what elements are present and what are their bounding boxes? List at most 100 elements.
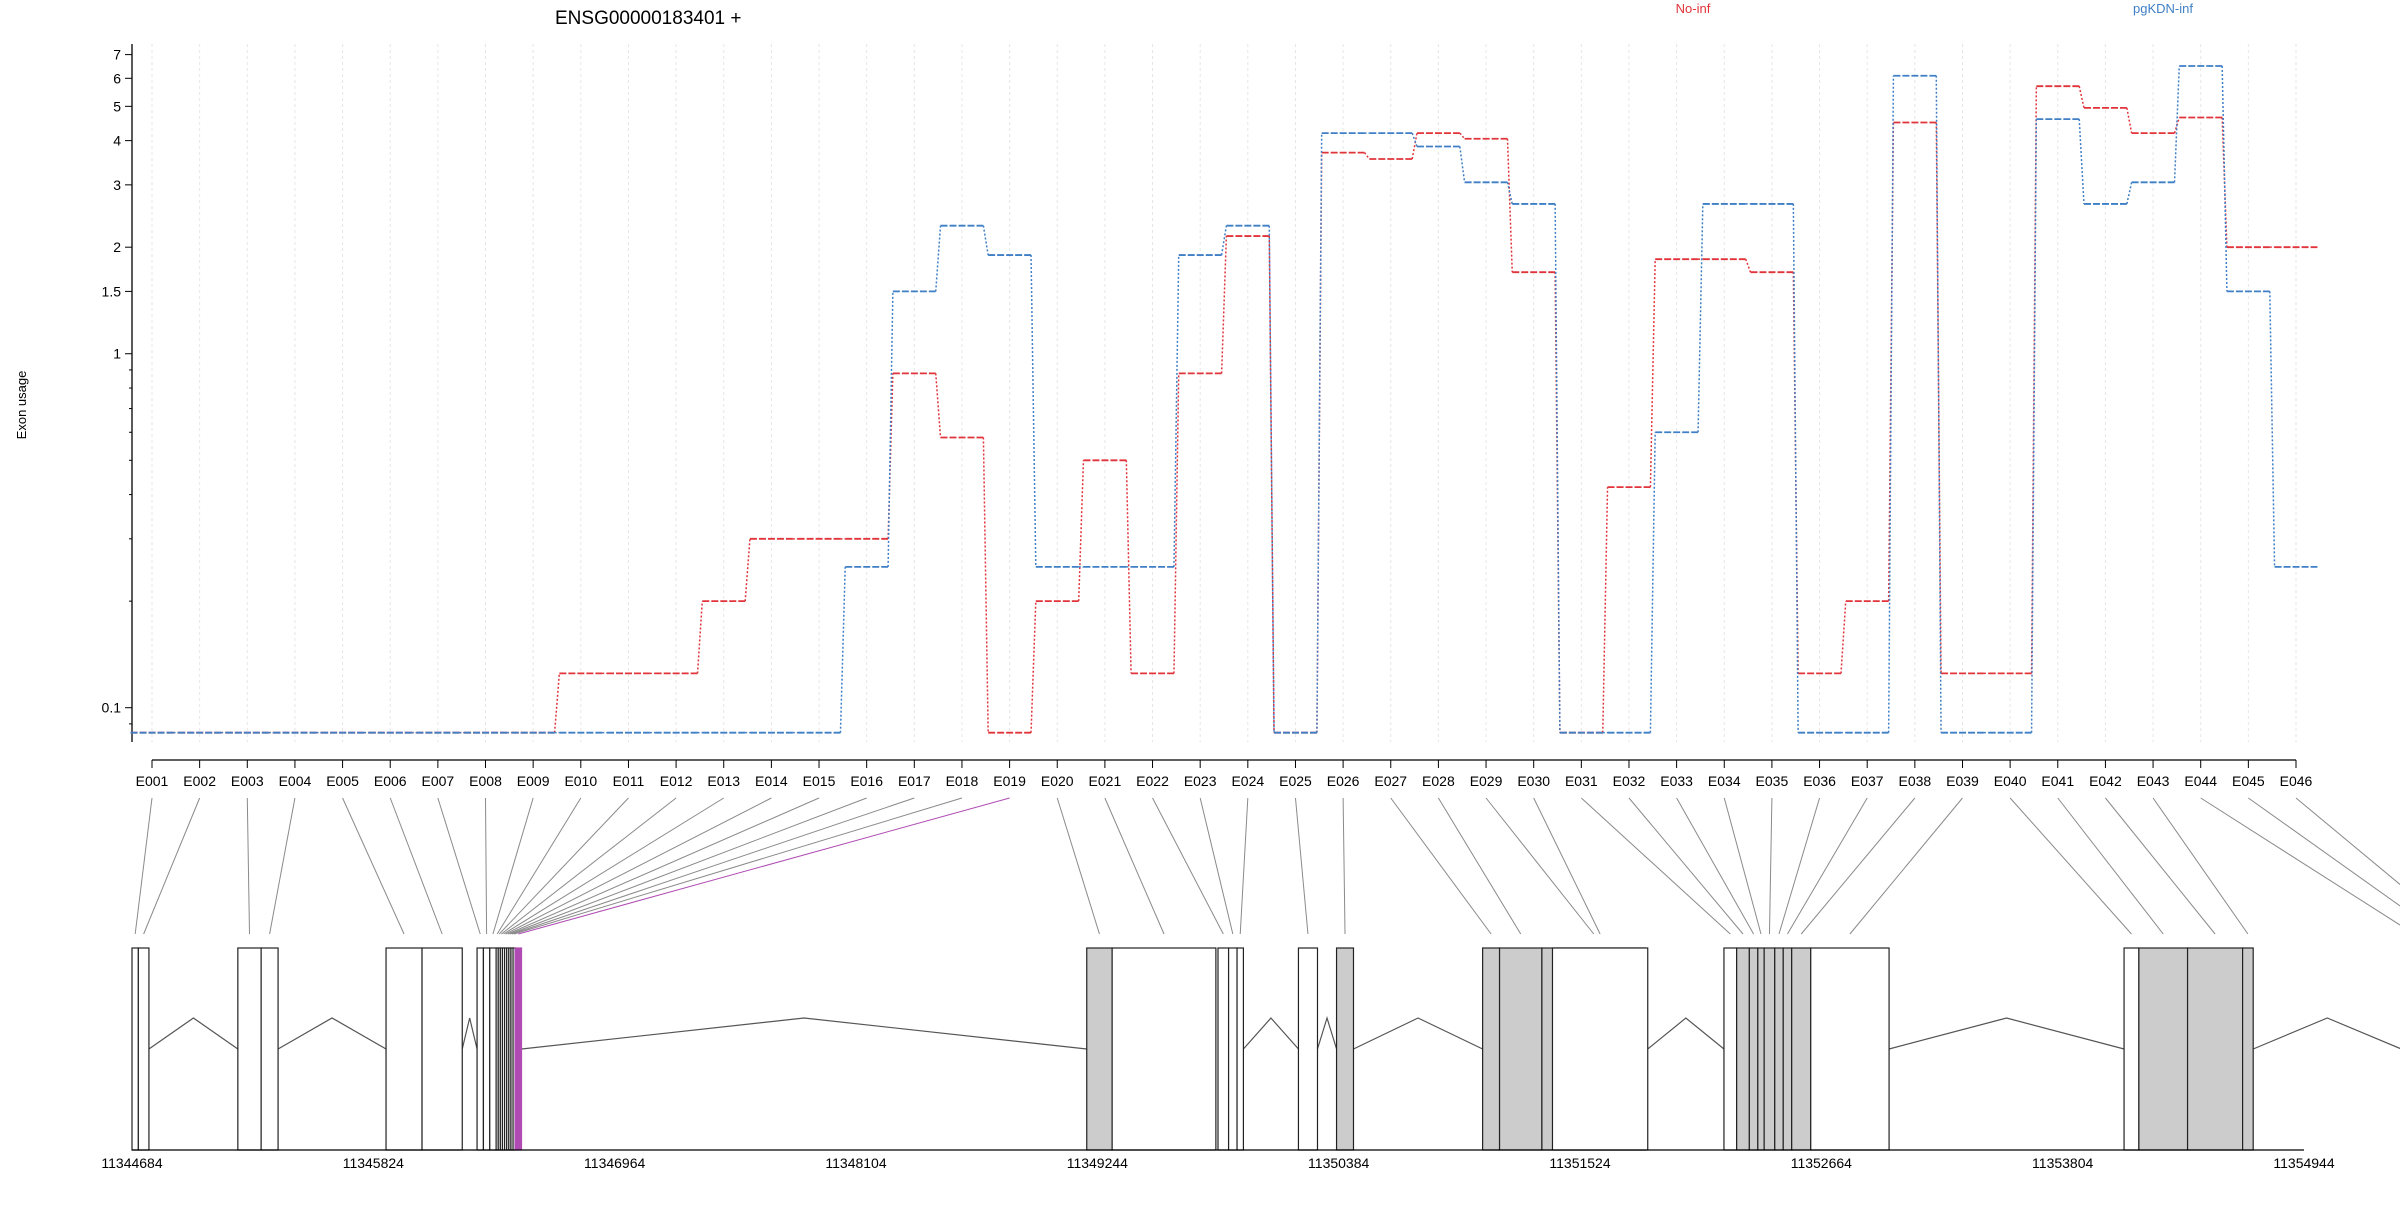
x-tick-label: E029 xyxy=(1470,773,1503,789)
exon-box xyxy=(2123,947,2140,1151)
intron-line xyxy=(521,1017,1087,1050)
exon-connector-line xyxy=(513,797,963,935)
exon-connector-line xyxy=(485,797,488,935)
genomic-tick-label: 11346964 xyxy=(584,1155,645,1171)
series-connector xyxy=(744,538,751,602)
series-connector xyxy=(1459,146,1466,183)
y-tick-label: 7 xyxy=(113,47,121,63)
exon-box xyxy=(421,947,463,1151)
exon-connector-line xyxy=(1294,797,1309,935)
series-connector xyxy=(982,225,989,256)
exon-box xyxy=(482,947,491,1151)
intron-line xyxy=(2252,1017,2400,1050)
exon-connector-line xyxy=(492,797,534,935)
x-tick-label: E004 xyxy=(279,773,312,789)
y-tick-label: 1.5 xyxy=(102,283,122,299)
y-tick-label: 0.1 xyxy=(102,700,122,716)
exon-connector-line xyxy=(1437,797,1522,935)
series-connector xyxy=(1411,132,1418,160)
x-tick-label: E038 xyxy=(1898,773,1931,789)
series-connector xyxy=(982,437,989,733)
exon-connector-line xyxy=(1723,797,1762,935)
exon-connector-line xyxy=(2057,797,2164,935)
series-connector xyxy=(1125,460,1132,674)
series-connector xyxy=(1792,203,1799,733)
series-lines xyxy=(130,65,2318,734)
exon-box xyxy=(1791,947,1812,1151)
x-tick-label: E003 xyxy=(231,773,264,789)
exon-connector-line xyxy=(389,797,443,935)
exon-connector-line xyxy=(509,797,867,935)
genomic-tick-label: 11344684 xyxy=(101,1155,162,1171)
exon-box xyxy=(1723,947,1738,1151)
x-tick-label: E001 xyxy=(136,773,169,789)
exon-connector-line xyxy=(246,797,250,935)
series-connector xyxy=(1840,601,1847,674)
series-connector xyxy=(2126,107,2133,134)
exon-box xyxy=(1217,947,1230,1151)
legend-item-pgkdn-inf: pgKDN-inf xyxy=(2133,1,2193,16)
genomic-tick-label: 11352664 xyxy=(1791,1155,1852,1171)
exon-connector-line xyxy=(1152,797,1224,935)
series-connector xyxy=(1363,152,1370,160)
x-tick-label: E035 xyxy=(1756,773,1789,789)
exon-connector-line xyxy=(1533,797,1601,935)
exon-box xyxy=(476,947,485,1151)
x-tick-label: E024 xyxy=(1231,773,1264,789)
x-tick-label: E006 xyxy=(374,773,407,789)
x-tick-label: E046 xyxy=(2280,773,2313,789)
exon-connectors xyxy=(134,797,2400,935)
y-tick-label: 6 xyxy=(113,70,121,86)
x-tick-label: E043 xyxy=(2137,773,2170,789)
exon-box xyxy=(1498,947,1543,1151)
intron-line xyxy=(1647,1017,1725,1050)
exon-tick-labels: E001 E002 E003 E004 E005 E006 E007 E008 E009 E010… xyxy=(136,760,2313,789)
exon-connector-line xyxy=(2295,797,2400,886)
series-connector xyxy=(839,566,846,733)
exon-connector-line xyxy=(269,797,296,935)
series-connector xyxy=(1745,258,1752,273)
series-connector xyxy=(2269,291,2276,567)
exon-connector-line xyxy=(1580,797,1731,935)
series-connector xyxy=(1316,133,1323,733)
exon-connector-line xyxy=(498,797,629,935)
genomic-tick-label: 11353804 xyxy=(2032,1155,2093,1171)
gene-model xyxy=(131,947,2400,1151)
exon-connector-line xyxy=(1342,797,1346,935)
chart-title: ENSG00000183401 + xyxy=(555,8,741,29)
series-connector xyxy=(1887,122,1895,602)
series-connector xyxy=(553,673,561,733)
exon-connector-line xyxy=(1628,797,1744,935)
exon-box xyxy=(1551,947,1649,1151)
x-tick-label: E025 xyxy=(1279,773,1312,789)
genomic-axis: 11344684 11345824 11346964 11348104 11349244… xyxy=(101,1149,2335,1171)
x-tick-label: E039 xyxy=(1946,773,1979,789)
series-connector xyxy=(1459,132,1466,140)
series-connector xyxy=(2126,182,2133,205)
exon-box xyxy=(2186,947,2244,1151)
series-connector xyxy=(2078,86,2085,109)
exon-connector-line xyxy=(518,797,1010,935)
x-tick-label: E007 xyxy=(422,773,455,789)
series-connector xyxy=(935,373,942,438)
series-connector xyxy=(887,291,894,567)
x-tick-label: E017 xyxy=(898,773,931,789)
series-connector xyxy=(1030,255,1037,567)
x-tick-label: E037 xyxy=(1851,773,1884,789)
exon-box xyxy=(1782,947,1793,1151)
exon-box xyxy=(2242,947,2254,1151)
exon-box xyxy=(514,947,523,1151)
x-tick-label: E032 xyxy=(1613,773,1646,789)
exon-box xyxy=(1086,947,1113,1151)
exon-connector-line xyxy=(1768,797,1773,935)
x-tick-label: E041 xyxy=(2041,773,2074,789)
exon-box xyxy=(237,947,262,1151)
exon-connector-line xyxy=(143,797,201,935)
exon-connector-line xyxy=(507,797,820,935)
x-tick-label: E012 xyxy=(660,773,693,789)
series-connector xyxy=(696,601,704,674)
series-connector xyxy=(1220,236,1228,374)
intron-line xyxy=(1242,1017,1299,1050)
series-connector xyxy=(1030,601,1037,733)
